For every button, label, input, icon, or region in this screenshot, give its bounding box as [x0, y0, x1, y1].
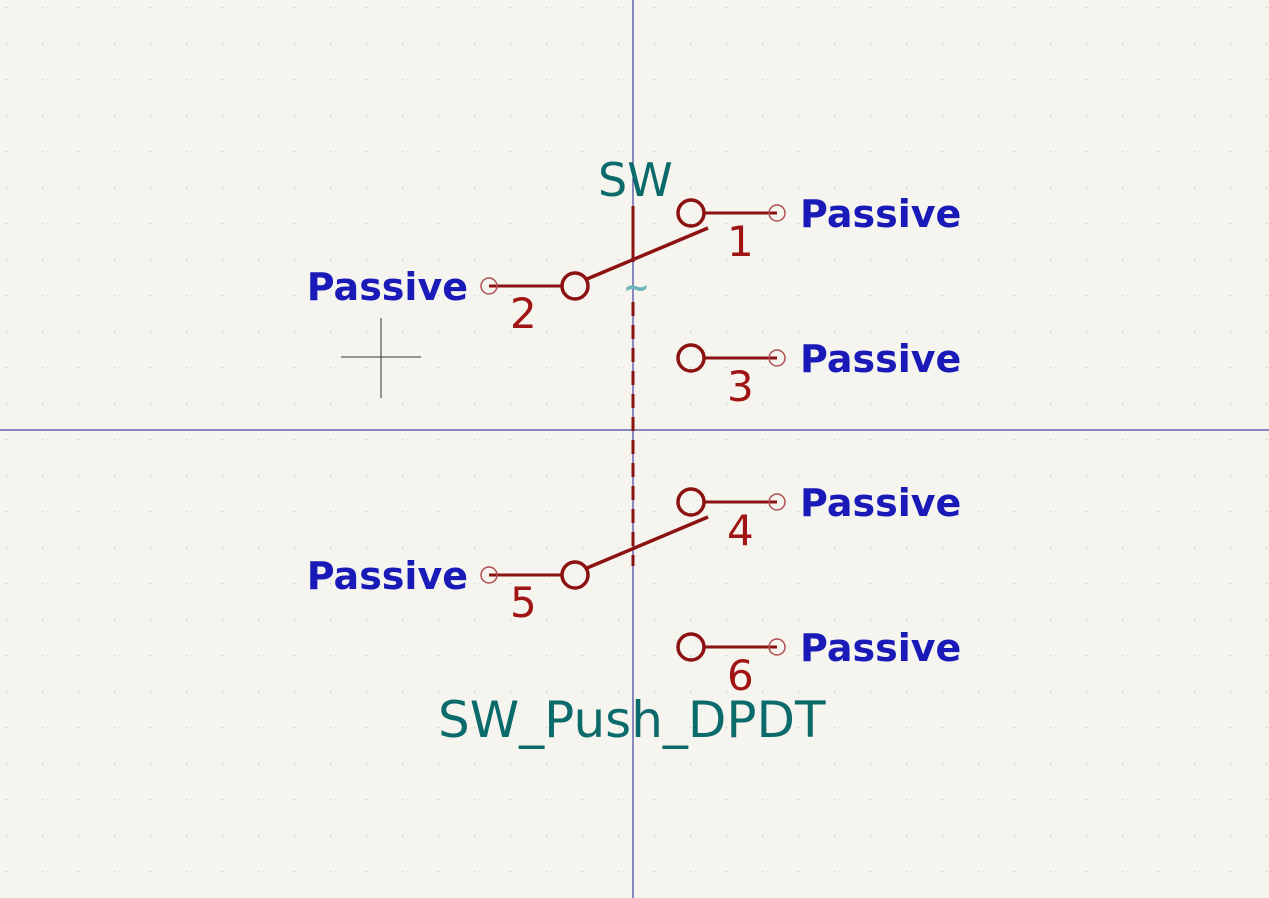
pin-number-1: 1 [727, 217, 754, 266]
pin-number-3: 3 [727, 362, 754, 411]
alternate-hint: ~ [623, 268, 650, 306]
pin-type-3: Passive [800, 337, 961, 381]
pin-type-6: Passive [800, 626, 961, 670]
reference-designator[interactable]: SW [598, 153, 673, 207]
pin-end-3 [768, 349, 786, 367]
pin-type-2: Passive [307, 265, 468, 309]
pin-number-2: 2 [510, 289, 537, 338]
switch-arm-bottom [586, 515, 709, 570]
value-field[interactable]: SW_Push_DPDT [438, 691, 826, 749]
pin-end-1 [768, 204, 786, 222]
pin-number-6: 6 [727, 651, 754, 700]
pin-number-5: 5 [510, 578, 537, 627]
pin-end-2 [480, 277, 498, 295]
pin-end-4 [768, 493, 786, 511]
pin-end-5 [480, 566, 498, 584]
pin-end-6 [768, 638, 786, 656]
switch-arm-top [586, 226, 709, 281]
crosshair-cursor-icon [341, 318, 421, 398]
pin-type-5: Passive [307, 554, 468, 598]
pin-lines [489, 211, 777, 649]
pin-number-4: 4 [727, 506, 754, 555]
pin-type-1: Passive [800, 192, 961, 236]
pin-type-4: Passive [800, 481, 961, 525]
pin-endpoints[interactable] [480, 204, 786, 656]
